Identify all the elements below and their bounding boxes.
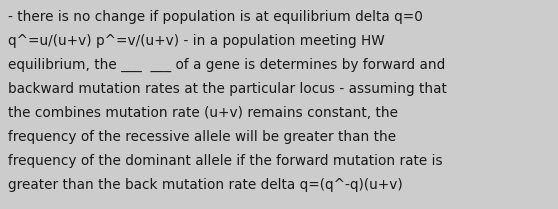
Text: equilibrium, the ___  ___ of a gene is determines by forward and: equilibrium, the ___ ___ of a gene is de…	[8, 58, 445, 72]
Text: q^=u/(u+v) p^=v/(u+v) - in a population meeting HW: q^=u/(u+v) p^=v/(u+v) - in a population …	[8, 34, 385, 48]
Text: the combines mutation rate (u+v) remains constant, the: the combines mutation rate (u+v) remains…	[8, 106, 398, 120]
Text: backward mutation rates at the particular locus - assuming that: backward mutation rates at the particula…	[8, 82, 447, 96]
Text: - there is no change if population is at equilibrium delta q=0: - there is no change if population is at…	[8, 10, 423, 24]
Text: frequency of the recessive allele will be greater than the: frequency of the recessive allele will b…	[8, 130, 396, 144]
Text: frequency of the dominant allele if the forward mutation rate is: frequency of the dominant allele if the …	[8, 154, 442, 168]
Text: greater than the back mutation rate delta q=(q^-q)(u+v): greater than the back mutation rate delt…	[8, 178, 403, 192]
